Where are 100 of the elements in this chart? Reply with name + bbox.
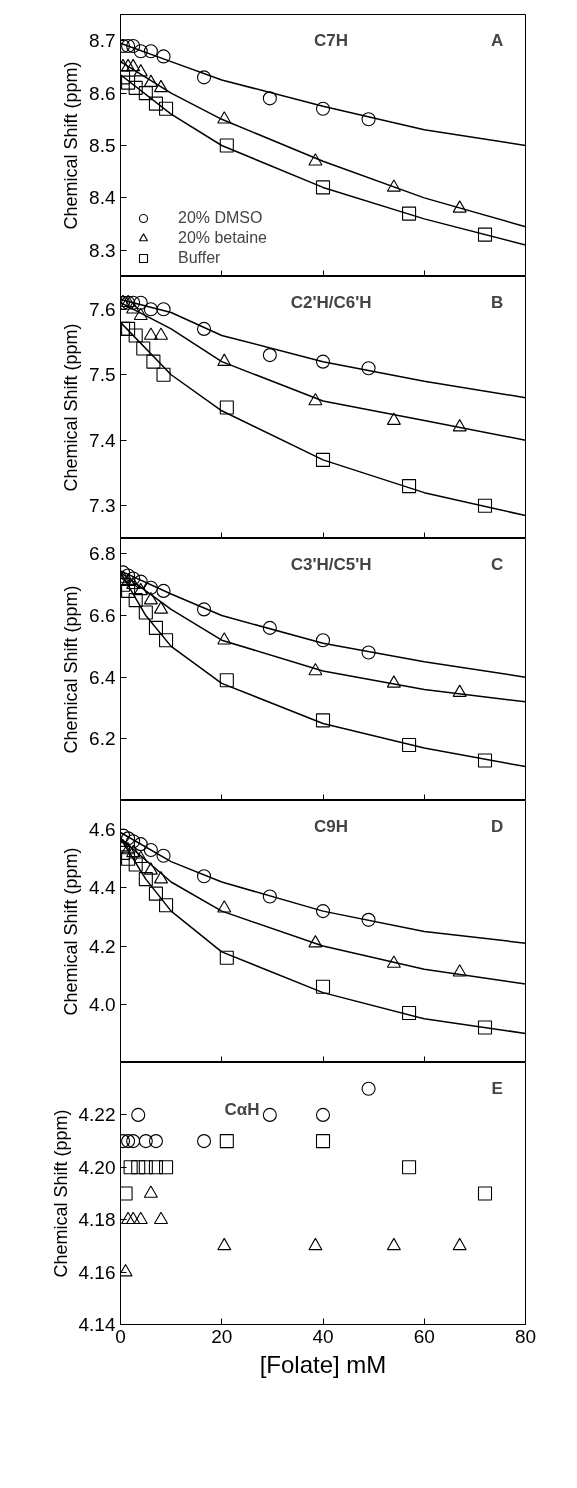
- point: [308, 392, 323, 406]
- point: [452, 1237, 467, 1251]
- point: [131, 1160, 146, 1175]
- point: [123, 1160, 138, 1175]
- y-tick-label: 7.6: [89, 298, 116, 320]
- point: [121, 58, 136, 72]
- y-axis-title: Chemical Shift (ppm): [61, 61, 82, 230]
- point: [217, 353, 232, 366]
- point: [148, 1134, 163, 1149]
- point: [217, 632, 232, 645]
- y-tick-label: 8.6: [89, 82, 116, 104]
- point: [386, 412, 401, 425]
- point: [126, 58, 141, 72]
- point: [262, 620, 277, 635]
- y-tick-label: 8.5: [89, 135, 116, 156]
- point: [133, 307, 148, 321]
- point: [138, 872, 153, 887]
- point: [262, 1107, 277, 1122]
- y-tick-label: 6.6: [89, 605, 116, 627]
- point: [146, 354, 161, 369]
- point: [153, 601, 169, 614]
- point: [143, 327, 158, 340]
- point: [133, 850, 148, 864]
- point: [159, 633, 174, 648]
- point: [126, 576, 141, 590]
- point: [217, 111, 232, 124]
- y-tick-label: 7.3: [89, 495, 116, 517]
- point: [315, 1134, 331, 1149]
- point: [156, 848, 171, 863]
- point: [121, 1134, 136, 1149]
- point: [361, 1081, 376, 1096]
- point: [361, 912, 376, 927]
- point: [315, 101, 331, 116]
- point: [133, 64, 148, 77]
- point: [120, 1186, 133, 1201]
- point: [143, 862, 158, 875]
- point: [148, 96, 163, 111]
- point: [262, 348, 277, 363]
- point: [138, 86, 153, 101]
- point: [133, 44, 148, 59]
- y-tick-label: 4.4: [89, 877, 116, 899]
- annotation: C3'H/C5'H: [290, 555, 372, 575]
- annotation: C9H: [314, 817, 349, 837]
- point: [315, 904, 331, 919]
- point: [126, 301, 141, 314]
- point: [156, 49, 171, 64]
- point: [196, 602, 212, 617]
- legend-label: Buffer: [178, 249, 221, 267]
- legend-label: 20% betaine: [178, 229, 267, 247]
- point: [148, 886, 163, 901]
- annotation: B: [491, 293, 504, 313]
- point: [143, 592, 158, 605]
- y-tick-label: 4.20: [78, 1156, 116, 1178]
- point: [196, 321, 212, 336]
- point: [138, 1160, 153, 1175]
- point: [217, 1237, 232, 1251]
- point: [128, 593, 143, 608]
- point: [121, 38, 136, 53]
- point: [148, 620, 163, 635]
- y-tick-label: 7.4: [89, 429, 116, 451]
- y-axis-title: Chemical Shift (ppm): [61, 847, 82, 1016]
- point: [315, 713, 331, 728]
- x-tick-label: 20: [211, 1325, 233, 1347]
- point: [308, 153, 323, 166]
- point: [219, 138, 234, 153]
- point: [308, 662, 323, 676]
- point: [452, 419, 467, 432]
- point: [120, 1264, 133, 1277]
- point: [402, 206, 417, 221]
- point: [196, 869, 212, 884]
- point: [217, 900, 232, 913]
- point: [452, 200, 467, 213]
- point: [477, 753, 493, 768]
- point: [315, 452, 331, 467]
- point: [402, 1005, 417, 1021]
- point: [148, 1160, 163, 1175]
- point: [315, 979, 331, 994]
- annotation: D: [491, 817, 504, 837]
- point: [133, 1211, 148, 1224]
- y-tick-label: 7.5: [89, 364, 116, 386]
- point: [143, 74, 158, 87]
- point: [128, 857, 143, 872]
- point: [143, 302, 158, 317]
- point: [128, 80, 143, 95]
- point: [219, 950, 234, 965]
- y-tick-label: 6.8: [89, 543, 116, 565]
- point: [126, 844, 141, 858]
- point: [143, 1185, 158, 1198]
- annotation: C2'H/C6'H: [290, 293, 372, 313]
- point: [121, 841, 136, 855]
- annotation: CαH: [224, 1100, 260, 1120]
- point: [159, 1160, 174, 1175]
- point: [121, 583, 136, 598]
- y-tick-label: 6.4: [89, 666, 116, 688]
- y-axis-title: Chemical Shift (ppm): [50, 1109, 71, 1278]
- point: [121, 573, 136, 586]
- point: [126, 38, 141, 53]
- y-tick-label: 4.16: [78, 1261, 116, 1283]
- y-tick-label: 4.18: [78, 1209, 116, 1231]
- x-tick-label: 80: [514, 1325, 537, 1347]
